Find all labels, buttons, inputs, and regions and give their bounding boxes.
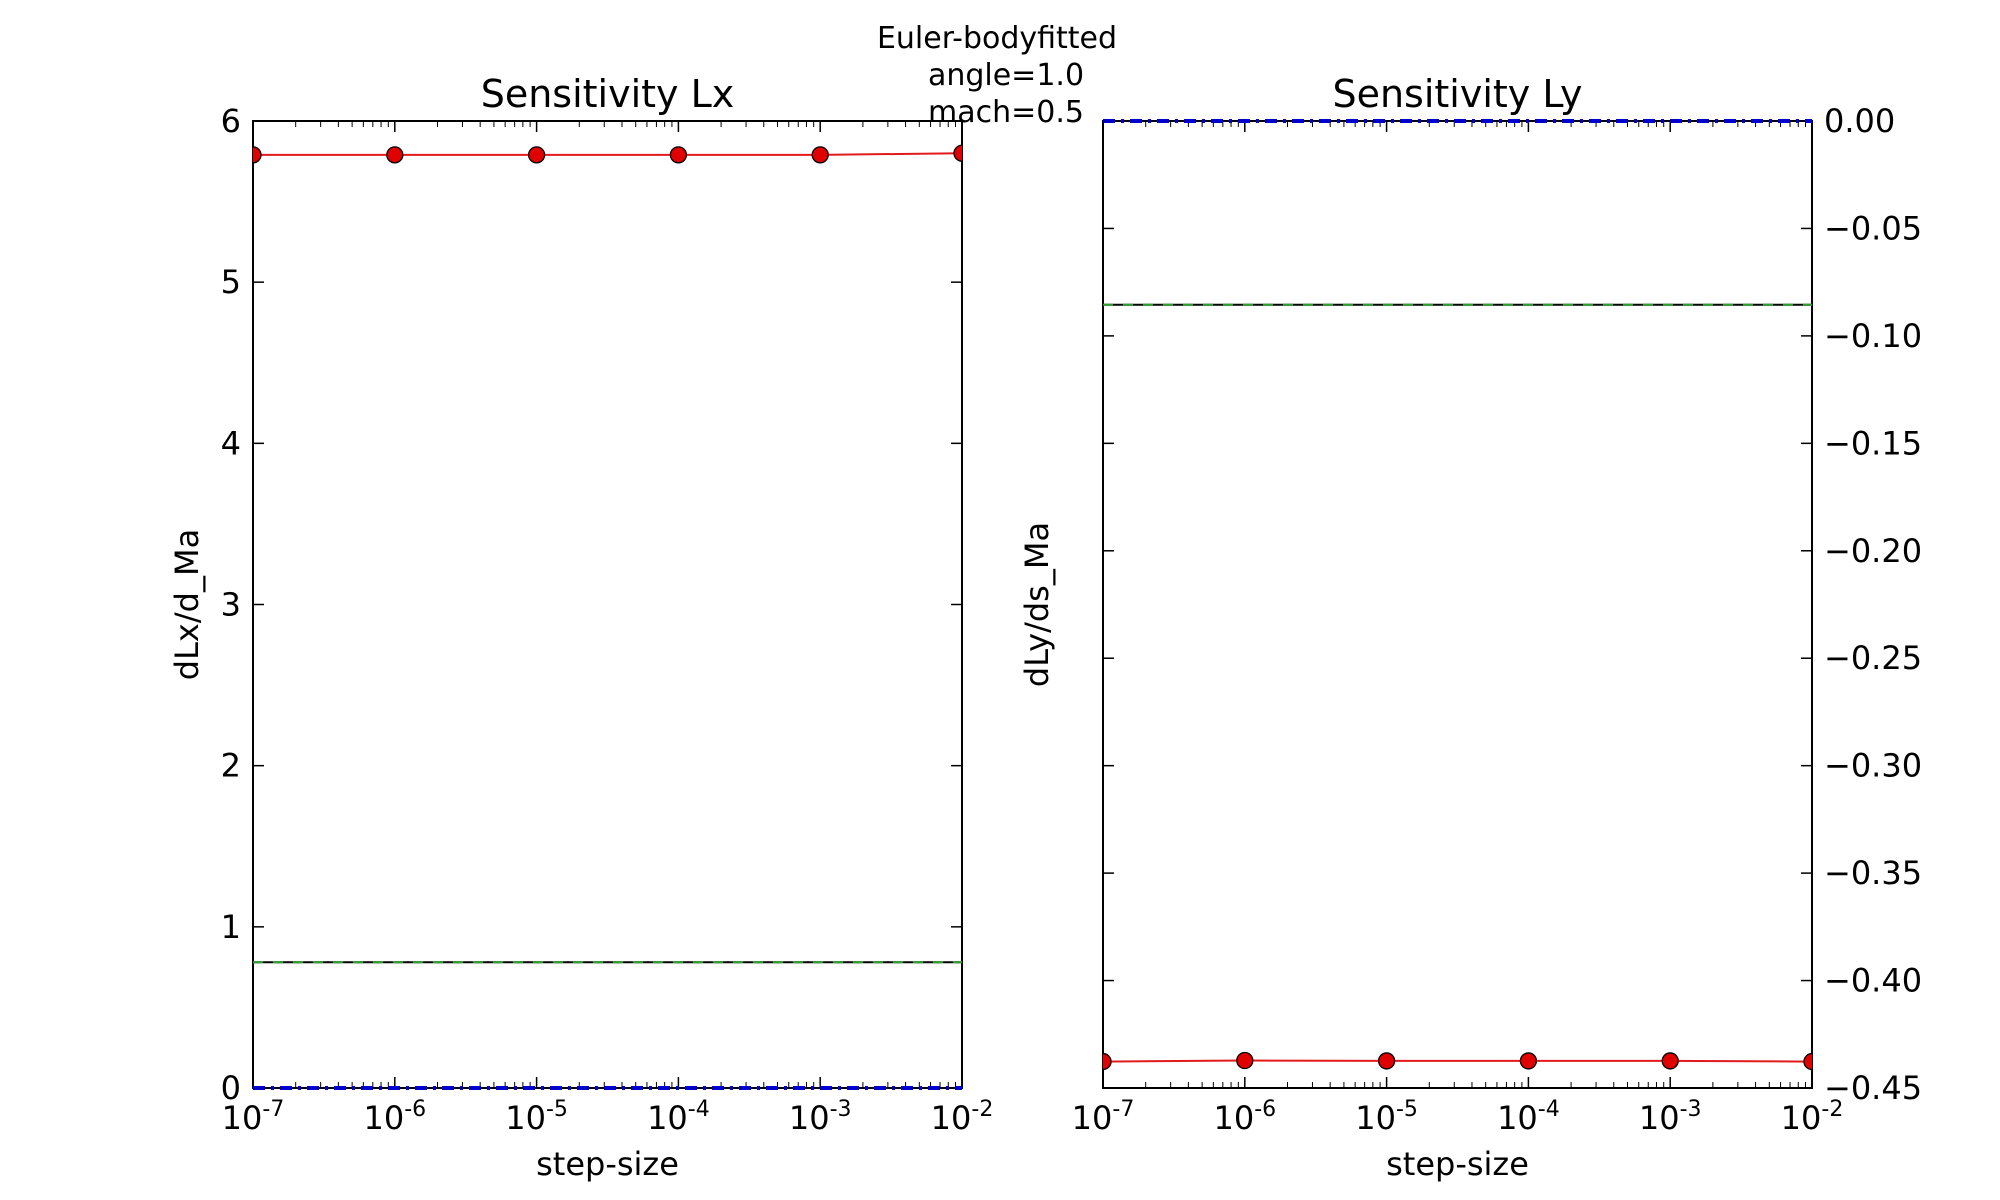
- chart-1-ytick-label: −0.35: [1824, 854, 1922, 892]
- chart-1-xtick-label: 10-6: [1213, 1097, 1276, 1137]
- chart-0-ytick-label: 5: [221, 263, 241, 301]
- chart-1-xtick-label: 10-7: [1072, 1097, 1135, 1137]
- chart-1-ytick-label: −0.20: [1824, 532, 1922, 570]
- xtick-exponent: -2: [971, 1097, 993, 1122]
- chart-0-xtick-label: 10-7: [222, 1097, 285, 1137]
- chart-1-series-finite-difference-point: [1236, 1051, 1254, 1070]
- xtick-base: 10: [1355, 1099, 1396, 1137]
- chart-0-ytick-label: 3: [221, 586, 241, 624]
- xtick-base: 10: [222, 1099, 263, 1137]
- chart-0-series-finite-difference-point: [953, 144, 962, 162]
- chart-0-series-finite-difference-point: [253, 146, 262, 164]
- chart-0-xtick-label: 10-6: [363, 1097, 426, 1137]
- chart-0-plot-area: [253, 144, 962, 1090]
- xtick-exponent: -5: [546, 1097, 568, 1122]
- chart-1-ytick-label: 0.00: [1824, 102, 1895, 140]
- chart-1-ytick-label: −0.05: [1824, 209, 1922, 247]
- chart-1-xtick-label: 10-2: [1781, 1097, 1844, 1137]
- chart-0-series-finite-difference-line: [253, 152, 962, 156]
- chart-0-series-finite-difference-point: [527, 146, 546, 164]
- chart-1-series-finite-difference-point: [1103, 1052, 1112, 1071]
- chart-0-ytick-label: 4: [221, 424, 241, 462]
- chart-0-xtick-label: 10-5: [505, 1097, 568, 1137]
- chart-0-series-finite-difference-point: [669, 146, 688, 164]
- suptitle-line-3: mach=0.5: [928, 95, 1084, 130]
- chart-1-series-finite-difference-line: [1103, 1059, 1812, 1063]
- chart-1-ytick-label: −0.15: [1824, 424, 1922, 462]
- chart-0-xtick-label: 10-4: [647, 1097, 710, 1137]
- chart-0-series-finite-difference-point: [811, 146, 829, 164]
- xtick-exponent: -4: [688, 1097, 710, 1122]
- chart-1-xlabel: step-size: [1386, 1145, 1529, 1183]
- chart-0-xtick-label: 10-3: [789, 1097, 852, 1137]
- xtick-base: 10: [647, 1099, 688, 1137]
- xtick-exponent: -7: [262, 1097, 284, 1122]
- chart-1-ytick-label: −0.40: [1824, 962, 1922, 1000]
- chart-1-ylabel: dLy/ds_Ma: [1018, 522, 1056, 687]
- xtick-base: 10: [1072, 1099, 1113, 1137]
- chart-1-title: Sensitivity Ly: [1332, 72, 1582, 116]
- xtick-exponent: -6: [404, 1097, 426, 1122]
- xtick-exponent: -7: [1112, 1097, 1134, 1122]
- suptitle-line-1: Euler-bodyfitted: [877, 21, 1117, 56]
- chart-1-ytick-label: −0.10: [1824, 317, 1922, 355]
- xtick-exponent: -4: [1538, 1097, 1560, 1122]
- chart-0-series-finite-difference-point: [386, 146, 404, 164]
- chart-0-ytick-label: 6: [221, 102, 241, 140]
- chart-1-series-finite-difference-point: [1803, 1052, 1812, 1071]
- chart-1-ytick-label: −0.30: [1824, 747, 1922, 785]
- chart-1-series-finite-difference-point: [1519, 1052, 1538, 1070]
- chart-1-series-finite-difference-point: [1661, 1052, 1679, 1070]
- chart-0-xlabel: step-size: [536, 1145, 679, 1183]
- chart-1-xtick-label: 10-3: [1639, 1097, 1702, 1137]
- xtick-exponent: -5: [1396, 1097, 1418, 1122]
- xtick-base: 10: [789, 1099, 830, 1137]
- xtick-base: 10: [1213, 1099, 1254, 1137]
- chart-0-ytick-label: 0: [221, 1069, 241, 1107]
- chart-0-xtick-label: 10-2: [931, 1097, 994, 1137]
- chart-1-series-finite-difference-point: [1377, 1052, 1396, 1070]
- xtick-base: 10: [1781, 1099, 1822, 1137]
- chart-1-plot-area: [1103, 119, 1812, 1071]
- chart-0-title: Sensitivity Lx: [481, 72, 735, 116]
- chart-0-ytick-label: 2: [221, 747, 241, 785]
- xtick-exponent: -2: [1821, 1097, 1843, 1122]
- chart-0-ylabel: dLx/d_Ma: [168, 529, 206, 680]
- chart-1-ytick-label: −0.25: [1824, 639, 1922, 677]
- xtick-base: 10: [1497, 1099, 1538, 1137]
- xtick-exponent: -3: [830, 1097, 852, 1122]
- xtick-base: 10: [1639, 1099, 1680, 1137]
- chart-1-axes-frame: [1102, 120, 1813, 1089]
- xtick-base: 10: [363, 1099, 404, 1137]
- xtick-exponent: -3: [1680, 1097, 1702, 1122]
- chart-1-ytick-label: −0.45: [1824, 1069, 1922, 1107]
- chart-1-xtick-label: 10-5: [1355, 1097, 1418, 1137]
- chart-1-xtick-label: 10-4: [1497, 1097, 1560, 1137]
- chart-0-axes-frame: [252, 120, 963, 1089]
- xtick-base: 10: [931, 1099, 972, 1137]
- xtick-exponent: -6: [1254, 1097, 1276, 1122]
- chart-0-ytick-label: 1: [221, 908, 241, 946]
- suptitle-line-2: angle=1.0: [928, 58, 1084, 93]
- xtick-base: 10: [505, 1099, 546, 1137]
